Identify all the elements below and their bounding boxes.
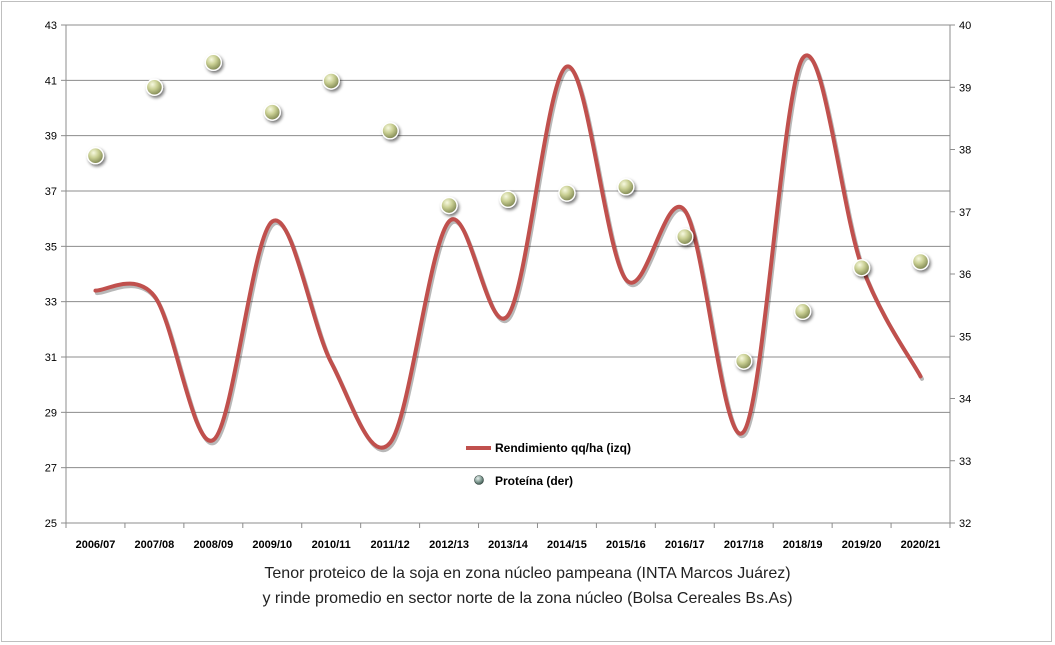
- tick-label-right: 37: [959, 207, 971, 219]
- data-point-proteina: [911, 252, 930, 271]
- marker-ball: [263, 103, 281, 121]
- tick-label-left: 27: [45, 463, 57, 475]
- data-point-proteina: [440, 196, 458, 215]
- data-point-proteina: [793, 302, 812, 321]
- marker-ball: [793, 302, 812, 321]
- marker-ball: [381, 122, 399, 140]
- marker-ball: [322, 72, 340, 90]
- legend: Rendimiento qq/ha (izq) Proteína (der): [466, 441, 631, 488]
- data-point-proteina: [86, 147, 105, 165]
- category-label: 2017/18: [724, 539, 764, 551]
- category-label: 2009/10: [252, 539, 292, 551]
- series-line-path: [93, 53, 923, 450]
- data-point-proteina: [499, 190, 517, 209]
- marker-ball: [911, 252, 930, 271]
- category-label: 2016/17: [665, 539, 705, 551]
- tick-label-left: 33: [45, 297, 57, 309]
- caption-line-2: y rinde promedio en sector norte de la z…: [262, 590, 793, 607]
- data-point-proteina: [322, 72, 340, 90]
- tick-label-left: 35: [45, 241, 57, 253]
- tick-label-left: 37: [45, 186, 57, 198]
- data-point-proteina: [735, 352, 753, 370]
- marker-ball: [204, 53, 223, 72]
- category-label: 2014/15: [547, 539, 587, 551]
- tick-label-right: 39: [959, 82, 971, 94]
- marker-ball: [558, 184, 576, 202]
- category-label: 2019/20: [842, 539, 882, 551]
- tick-label-left: 29: [45, 407, 57, 419]
- data-point-proteina: [263, 103, 281, 121]
- category-label: 2006/07: [76, 539, 116, 551]
- category-label: 2018/19: [783, 539, 823, 551]
- category-label: 2007/08: [135, 539, 175, 551]
- series-line-shadow: [95, 55, 924, 453]
- caption-line-1: Tenor proteico de la soja en zona núcleo…: [264, 565, 791, 582]
- tick-label-left: 25: [45, 518, 57, 530]
- category-label: 2011/12: [371, 539, 410, 551]
- category-label: 2012/13: [429, 539, 469, 551]
- marker-ball: [145, 78, 164, 96]
- axes: 25 27 29 31 33 35 37 39 41 43 32 33 34 35 36 37 38 39 40 20…: [45, 20, 972, 551]
- data-point-proteina: [852, 259, 871, 277]
- marker-ball: [86, 147, 105, 165]
- tick-label-right: 32: [959, 518, 971, 530]
- tick-label-left: 43: [45, 20, 57, 32]
- tick-label-right: 35: [959, 331, 971, 343]
- category-label: 2015/16: [606, 539, 646, 551]
- tick-label-left: 31: [45, 352, 57, 364]
- marker-ball: [617, 178, 635, 196]
- data-point-proteina: [558, 184, 576, 202]
- tick-label-right: 33: [959, 456, 971, 468]
- marker-ball: [499, 190, 517, 209]
- legend-label-proteina: Proteína (der): [495, 474, 573, 488]
- marker-ball: [440, 196, 458, 215]
- category-label: 2008/09: [193, 539, 233, 551]
- data-point-proteina: [381, 122, 399, 140]
- legend-swatch-proteina: [474, 475, 484, 485]
- data-point-proteina: [676, 227, 694, 246]
- tick-label-right: 36: [959, 269, 971, 281]
- marker-ball: [852, 259, 871, 277]
- data-point-proteina: [617, 178, 635, 196]
- legend-label-rendimiento: Rendimiento qq/ha (izq): [495, 441, 631, 455]
- series-line-rendimiento: [93, 53, 924, 453]
- category-label: 2010/11: [312, 539, 351, 551]
- marker-ball: [676, 227, 694, 246]
- category-label: 2013/14: [488, 539, 529, 551]
- tick-label-right: 40: [959, 20, 971, 32]
- data-point-proteina: [204, 53, 223, 72]
- tick-label-left: 41: [45, 75, 57, 87]
- marker-ball: [735, 352, 753, 370]
- series-markers-proteina: [86, 53, 930, 370]
- category-label: 2020/21: [901, 539, 941, 551]
- tick-label-left: 39: [45, 131, 57, 143]
- tick-label-right: 34: [959, 394, 971, 406]
- tick-label-right: 38: [959, 145, 971, 157]
- data-point-proteina: [145, 78, 164, 96]
